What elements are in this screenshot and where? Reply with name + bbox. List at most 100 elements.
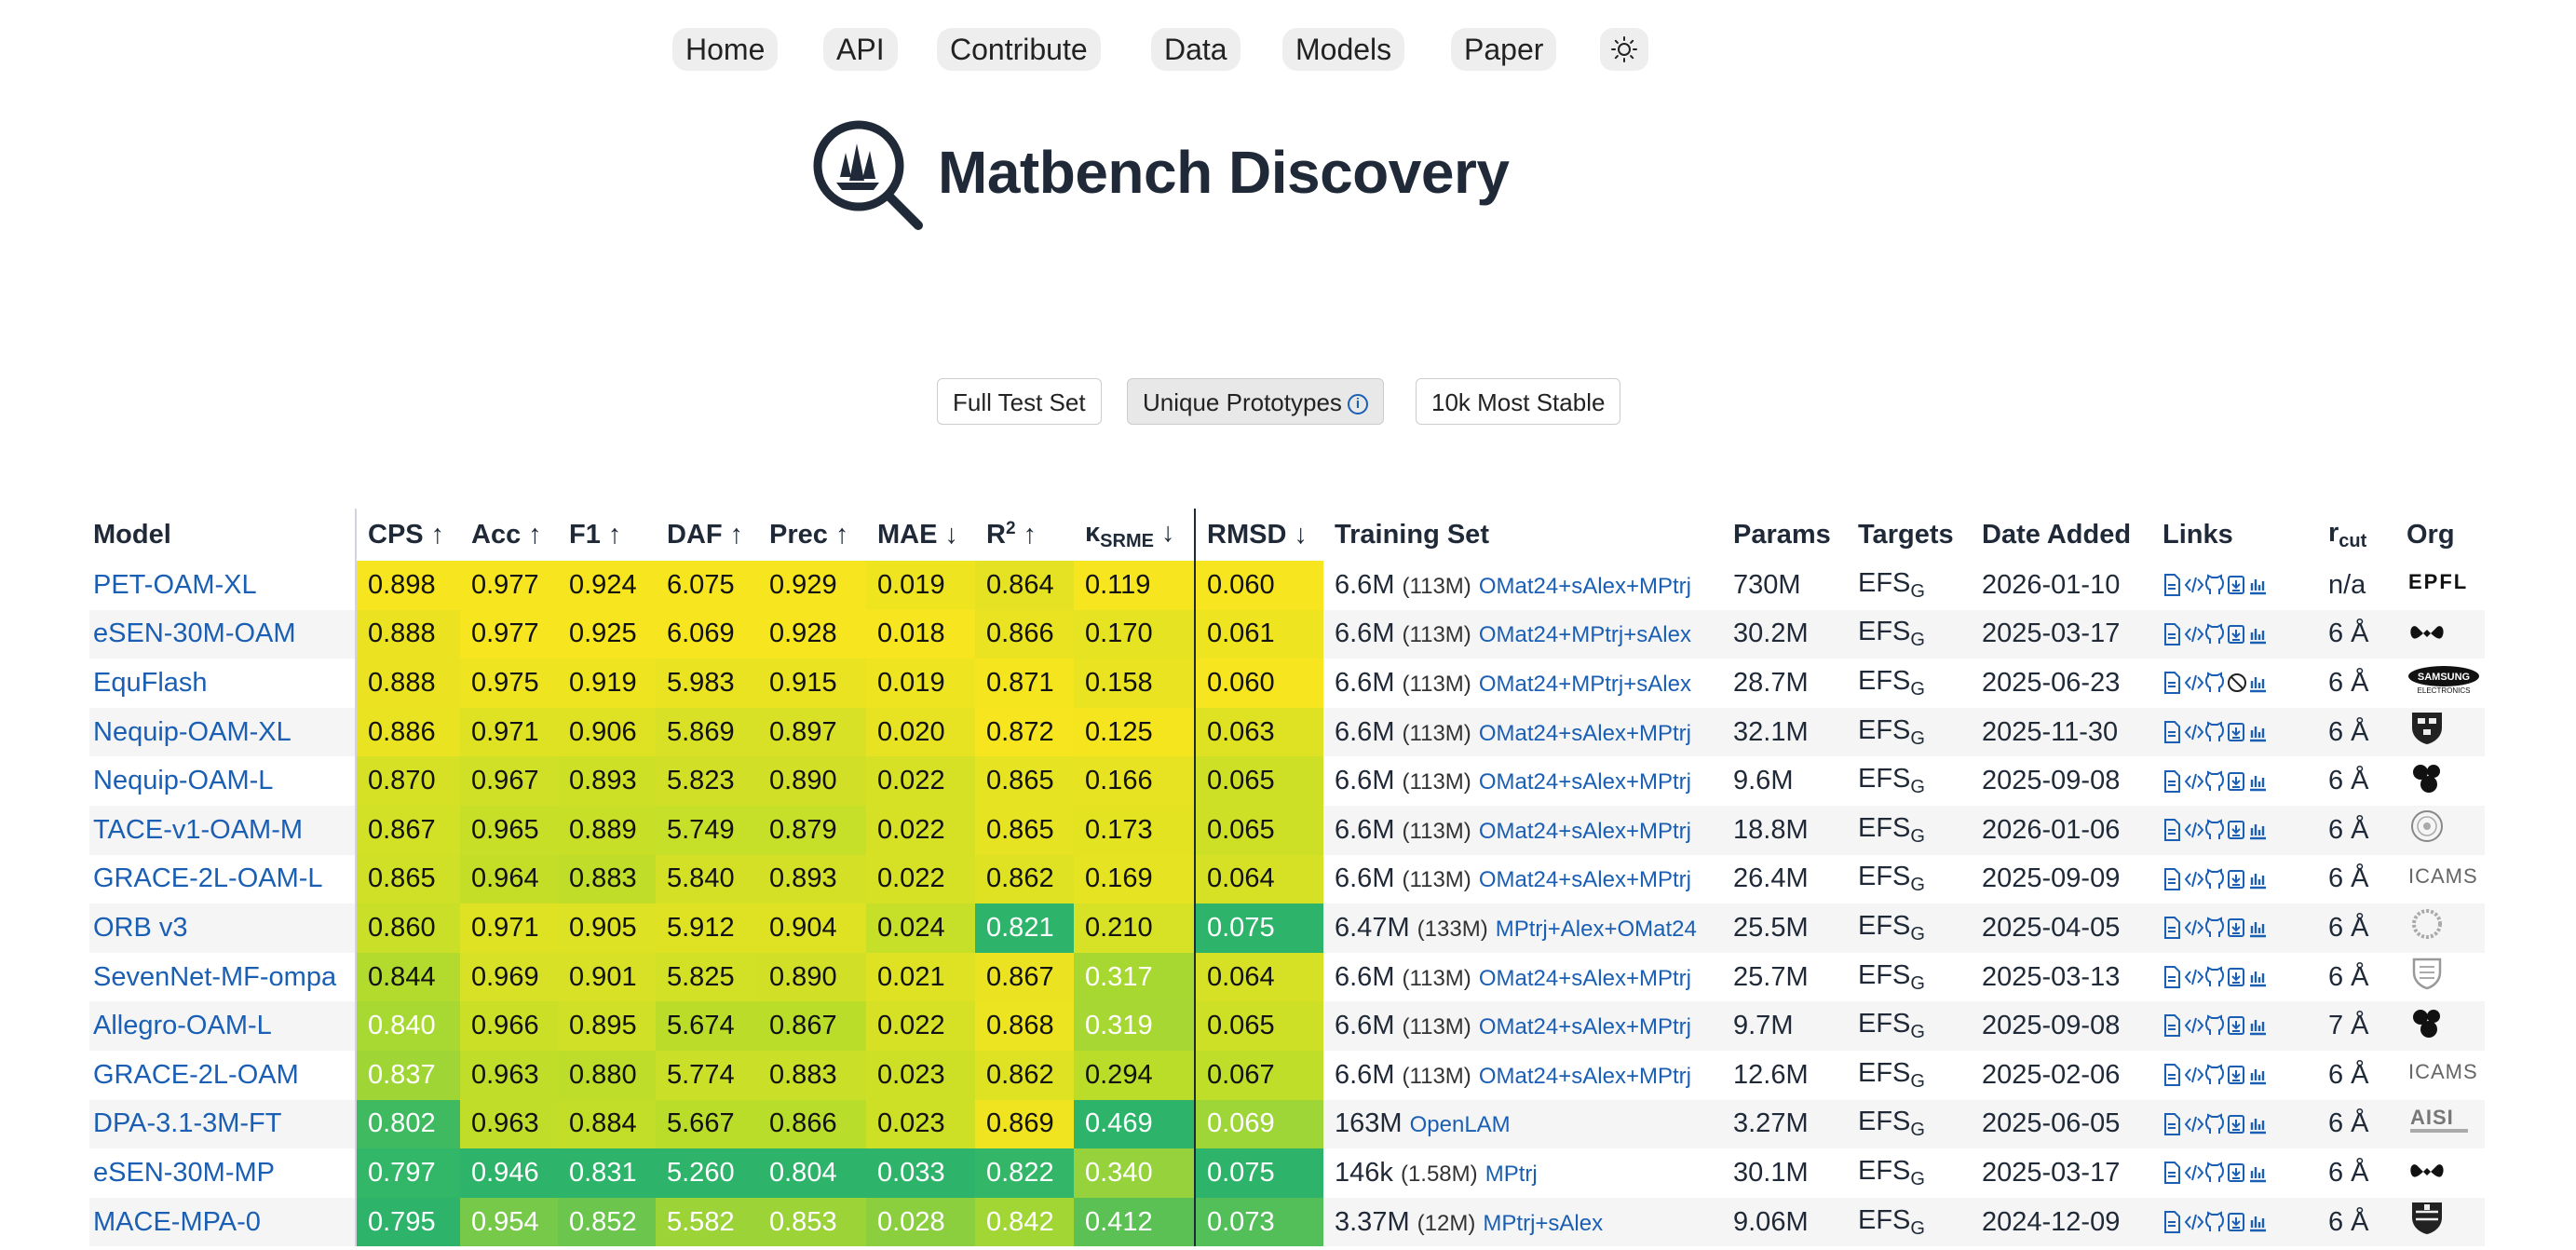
- code-icon[interactable]: [2184, 574, 2204, 598]
- org-logo[interactable]: [2407, 1160, 2447, 1189]
- checkpoint-icon[interactable]: [2227, 770, 2245, 795]
- bar-chart-icon[interactable]: [2248, 574, 2267, 598]
- code-icon[interactable]: [2184, 1211, 2204, 1235]
- col-cps[interactable]: CPS ↑: [355, 509, 460, 561]
- dataset-link[interactable]: sAlex: [1571, 867, 1626, 893]
- col-daf[interactable]: DAF ↑: [667, 519, 744, 550]
- dataset-link[interactable]: sAlex: [1571, 1014, 1626, 1040]
- dataset-link[interactable]: sAlex: [1571, 1063, 1626, 1089]
- github-icon[interactable]: [2205, 819, 2224, 843]
- bar-chart-icon[interactable]: [2248, 966, 2267, 990]
- code-icon[interactable]: [2184, 721, 2204, 745]
- col-rcut[interactable]: rcut: [2325, 509, 2403, 561]
- org-logo[interactable]: [2407, 1009, 2447, 1045]
- org-logo[interactable]: SAMSUNG ELECTRONICS: [2407, 666, 2481, 701]
- paper-icon[interactable]: [2162, 769, 2181, 795]
- dataset-link[interactable]: OMat24: [1617, 916, 1697, 942]
- github-icon[interactable]: [2205, 721, 2224, 745]
- github-icon[interactable]: [2205, 868, 2224, 892]
- code-icon[interactable]: [2184, 966, 2204, 990]
- col-mae[interactable]: MAE ↓: [877, 519, 958, 550]
- dataset-link[interactable]: sAlex: [1571, 573, 1626, 599]
- code-icon[interactable]: [2184, 770, 2204, 795]
- dataset-link[interactable]: MPtrj: [1638, 720, 1691, 746]
- dataset-link[interactable]: sAlex: [1636, 622, 1691, 648]
- checkpoint-icon[interactable]: [2227, 623, 2245, 647]
- col-acc[interactable]: Acc ↑: [471, 519, 542, 550]
- model-link[interactable]: Nequip-OAM-XL: [93, 716, 291, 747]
- org-logo[interactable]: [2407, 621, 2447, 651]
- paper-icon[interactable]: [2162, 965, 2181, 990]
- col-rmsd[interactable]: RMSD ↓: [1194, 509, 1323, 561]
- dataset-link[interactable]: sAlex: [1571, 769, 1626, 795]
- paper-icon[interactable]: [2162, 574, 2181, 598]
- dataset-link[interactable]: MPtrj: [1638, 1014, 1691, 1040]
- checkpoint-icon[interactable]: [2227, 574, 2245, 598]
- nav-models[interactable]: Models: [1282, 28, 1405, 71]
- bar-chart-icon[interactable]: [2248, 721, 2267, 745]
- code-icon[interactable]: [2184, 868, 2204, 892]
- github-icon[interactable]: [2205, 672, 2224, 696]
- org-logo[interactable]: [2407, 958, 2447, 998]
- 10k-most-stable-button[interactable]: 10k Most Stable: [1416, 378, 1621, 425]
- checkpoint-icon[interactable]: [2227, 917, 2245, 941]
- col-prec[interactable]: Prec ↑: [769, 519, 849, 550]
- paper-icon[interactable]: [2162, 917, 2181, 941]
- github-icon[interactable]: [2205, 1014, 2224, 1039]
- paper-icon[interactable]: [2162, 1064, 2181, 1088]
- dataset-link[interactable]: sAlex: [1571, 818, 1626, 844]
- dataset-link[interactable]: OMat24: [1478, 720, 1559, 746]
- model-link[interactable]: EquFlash: [93, 667, 208, 698]
- dataset-link[interactable]: OMat24: [1478, 622, 1559, 648]
- checkpoint-icon[interactable]: [2227, 1113, 2245, 1137]
- model-link[interactable]: DPA-3.1-3M-FT: [93, 1108, 282, 1139]
- col-model[interactable]: Model: [93, 519, 171, 550]
- paper-icon[interactable]: [2162, 622, 2181, 647]
- paper-icon[interactable]: [2162, 1210, 2181, 1235]
- col-links[interactable]: Links: [2162, 519, 2233, 550]
- org-logo[interactable]: [2407, 909, 2447, 948]
- model-link[interactable]: eSEN-30M-OAM: [93, 618, 296, 649]
- col-r2[interactable]: R2 ↑: [975, 509, 1074, 561]
- code-icon[interactable]: [2184, 819, 2204, 843]
- bar-chart-icon[interactable]: [2248, 1113, 2267, 1137]
- nav-paper[interactable]: Paper: [1451, 28, 1557, 71]
- dataset-link[interactable]: sAlex: [1548, 1210, 1604, 1236]
- model-link[interactable]: PET-OAM-XL: [93, 569, 257, 600]
- github-icon[interactable]: [2205, 574, 2224, 598]
- bar-chart-icon[interactable]: [2248, 1211, 2267, 1235]
- checkpoint-icon[interactable]: [2227, 819, 2245, 843]
- checkpoint-icon[interactable]: [2227, 1014, 2245, 1039]
- dataset-link[interactable]: MPtrj: [1638, 1063, 1691, 1089]
- dataset-link[interactable]: MPtrj: [1638, 769, 1691, 795]
- dataset-link[interactable]: OMat24: [1478, 671, 1559, 697]
- dataset-link[interactable]: OpenLAM: [1409, 1112, 1511, 1138]
- dataset-link[interactable]: MPtrj: [1638, 573, 1691, 599]
- code-icon[interactable]: [2184, 672, 2204, 696]
- bar-chart-icon[interactable]: [2248, 1014, 2267, 1039]
- org-logo[interactable]: [2407, 1202, 2447, 1243]
- bar-chart-icon[interactable]: [2248, 672, 2267, 696]
- dataset-link[interactable]: MPtrj: [1638, 965, 1691, 991]
- nav-contribute[interactable]: Contribute: [937, 28, 1101, 71]
- no-checkpoint-icon[interactable]: [2227, 672, 2246, 696]
- paper-icon[interactable]: [2162, 819, 2181, 843]
- bar-chart-icon[interactable]: [2248, 623, 2267, 647]
- code-icon[interactable]: [2184, 1014, 2204, 1039]
- dataset-link[interactable]: sAlex: [1636, 671, 1691, 697]
- checkpoint-icon[interactable]: [2227, 966, 2245, 990]
- github-icon[interactable]: [2205, 623, 2224, 647]
- code-icon[interactable]: [2184, 917, 2204, 941]
- col-kappa[interactable]: κSRME ↓: [1074, 509, 1195, 561]
- paper-icon[interactable]: [2162, 1162, 2181, 1186]
- bar-chart-icon[interactable]: [2248, 868, 2267, 892]
- nav-api[interactable]: API: [823, 28, 898, 71]
- dataset-link[interactable]: sAlex: [1571, 965, 1626, 991]
- paper-icon[interactable]: [2162, 720, 2181, 745]
- model-link[interactable]: TACE-v1-OAM-M: [93, 814, 304, 845]
- checkpoint-icon[interactable]: [2227, 868, 2245, 892]
- model-link[interactable]: Allegro-OAM-L: [93, 1011, 272, 1041]
- model-link[interactable]: SevenNet-MF-ompa: [93, 961, 337, 992]
- bar-chart-icon[interactable]: [2248, 917, 2267, 941]
- org-logo[interactable]: ICAMS: [2407, 1060, 2483, 1092]
